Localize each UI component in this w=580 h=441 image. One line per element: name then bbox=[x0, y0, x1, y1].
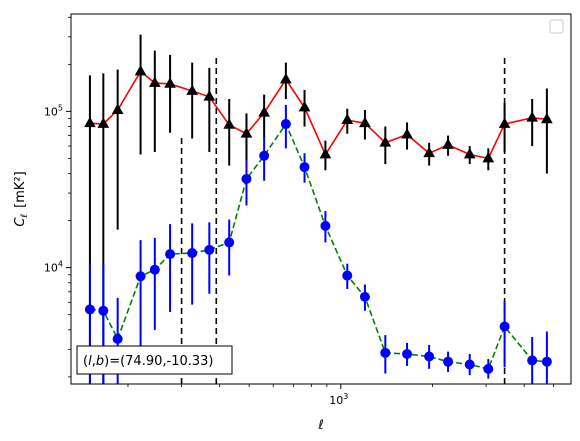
series-2-marker-7 bbox=[187, 248, 198, 259]
chart-data-layer bbox=[84, 34, 553, 384]
annotation-b: b bbox=[96, 354, 104, 369]
series-1-marker-12 bbox=[280, 72, 292, 84]
series-1-marker-15 bbox=[341, 113, 354, 124]
series-1-marker-21 bbox=[463, 147, 476, 159]
series-2-marker-25 bbox=[541, 356, 552, 367]
y-axis-label-symbol: C bbox=[13, 217, 28, 227]
series-1-marker-9 bbox=[223, 118, 236, 129]
series-1-marker-10 bbox=[240, 127, 253, 138]
series-1-marker-8 bbox=[203, 90, 216, 101]
y-tick-label-exponent: 5 bbox=[58, 103, 63, 112]
series-2-marker-1 bbox=[84, 304, 95, 315]
series-1-marker-18 bbox=[401, 128, 413, 139]
annotation-values: =(74.90,-10.33) bbox=[109, 354, 213, 369]
series-1-marker-2 bbox=[97, 117, 110, 128]
series-2-marker-9 bbox=[224, 237, 235, 248]
series-1-marker-16 bbox=[359, 116, 371, 128]
series-2-marker-14 bbox=[320, 220, 331, 231]
series-2-marker-13 bbox=[299, 162, 310, 173]
series-1-marker-11 bbox=[258, 106, 270, 117]
series-1-marker-4 bbox=[134, 64, 147, 76]
annotation-text: (l,b)=(74.90,-10.33) bbox=[83, 354, 213, 369]
legend-box bbox=[549, 19, 564, 34]
series-1-marker-7 bbox=[186, 84, 199, 95]
series-2-marker-8 bbox=[204, 244, 215, 255]
x-tick-label: 103 bbox=[329, 392, 348, 407]
y-tick-label: 104 bbox=[44, 260, 63, 275]
series-1-marker-13 bbox=[298, 100, 311, 112]
series-2-marker-21 bbox=[464, 359, 475, 370]
series-1-marker-23 bbox=[498, 117, 511, 128]
annotation-frame bbox=[76, 345, 233, 375]
series-1-marker-3 bbox=[111, 103, 124, 114]
series-2-marker-22 bbox=[483, 363, 494, 374]
series-2-marker-17 bbox=[380, 347, 391, 358]
series-2-marker-15 bbox=[342, 270, 353, 281]
y-tick-label-base: 10 bbox=[44, 262, 58, 275]
series-1-marker-22 bbox=[482, 151, 495, 163]
series-2-marker-5 bbox=[149, 264, 160, 275]
series-2-marker-19 bbox=[424, 351, 435, 362]
annotation-comma: , bbox=[92, 354, 96, 369]
y-axis-label-subscript: ℓ bbox=[20, 214, 30, 219]
x-axis-label: ℓ bbox=[317, 418, 323, 433]
x-tick-label-base: 10 bbox=[329, 394, 343, 407]
series-1-marker-17 bbox=[379, 136, 392, 147]
series-2-marker-20 bbox=[443, 356, 454, 367]
series-1-marker-6 bbox=[164, 77, 176, 88]
series-1-marker-5 bbox=[148, 76, 161, 87]
series-1 bbox=[84, 34, 553, 384]
series-1-marker-14 bbox=[319, 147, 332, 159]
y-axis-label-unit: [mK²] bbox=[13, 171, 28, 208]
series-1-marker-20 bbox=[442, 138, 454, 149]
series-2-line bbox=[89, 122, 547, 370]
x-tick-label-exponent: 3 bbox=[343, 392, 348, 401]
y-tick-label: 105 bbox=[44, 103, 63, 118]
series-2-marker-16 bbox=[359, 291, 370, 302]
y-tick-label-base: 10 bbox=[44, 105, 58, 118]
series-2-marker-11 bbox=[259, 150, 270, 161]
series-1-marker-19 bbox=[423, 146, 435, 158]
series-2-marker-2 bbox=[98, 305, 109, 316]
y-axis-label: Cℓ [mK²] bbox=[13, 171, 30, 226]
series-2-marker-24 bbox=[527, 355, 538, 366]
series-1-marker-25 bbox=[541, 112, 553, 124]
series-2-marker-10 bbox=[241, 173, 252, 184]
series-2-marker-3 bbox=[112, 333, 123, 344]
series-1-marker-1 bbox=[84, 116, 96, 128]
series-1-marker-24 bbox=[526, 111, 539, 122]
plot-frame bbox=[70, 13, 572, 385]
annotation-paren-open: ( bbox=[83, 354, 88, 369]
series-2-marker-6 bbox=[165, 249, 176, 260]
y-tick-label-exponent: 4 bbox=[58, 260, 63, 269]
annotation-paren-close: ) bbox=[104, 354, 109, 369]
series-2-marker-4 bbox=[135, 271, 146, 282]
series-2-marker-12 bbox=[280, 119, 291, 130]
annotation-box: (l,b)=(74.90,-10.33) bbox=[76, 345, 233, 375]
series-2-marker-23 bbox=[499, 321, 510, 332]
series-2-marker-18 bbox=[402, 349, 413, 360]
annotation-l: l bbox=[88, 354, 92, 369]
